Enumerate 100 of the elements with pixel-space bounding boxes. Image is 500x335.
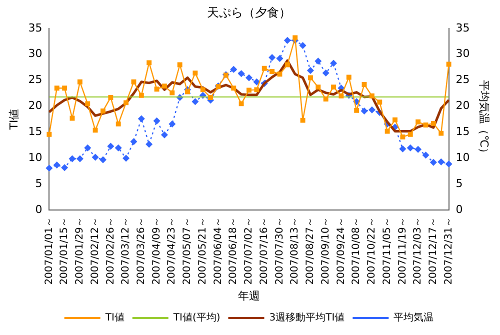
- point: [360, 107, 368, 114]
- point: [276, 55, 284, 62]
- x-tick-label: 2007/10/22～: [366, 217, 378, 285]
- point: [185, 89, 190, 94]
- point: [100, 108, 106, 114]
- point: [192, 70, 198, 76]
- x-tick-label: 2007/08/13～: [290, 217, 301, 285]
- point: [122, 154, 130, 162]
- point: [108, 94, 114, 100]
- point: [107, 142, 114, 150]
- point: [292, 35, 298, 40]
- point: [316, 84, 321, 90]
- y-tick-label: 35: [28, 21, 42, 34]
- point: [323, 96, 328, 102]
- point: [84, 144, 92, 152]
- point: [170, 90, 175, 96]
- point: [369, 93, 374, 98]
- point: [300, 118, 306, 123]
- x-tick-label: 2007/09/24～: [336, 217, 347, 285]
- point: [246, 88, 252, 93]
- y-tick-label: 20: [28, 99, 42, 112]
- point: [422, 152, 430, 159]
- point: [306, 66, 314, 74]
- point: [138, 115, 145, 122]
- y-tick-label: 30: [28, 47, 42, 60]
- point: [406, 144, 414, 152]
- x-tick-label: 2007/07/02～: [244, 217, 255, 285]
- point: [200, 87, 206, 92]
- point: [130, 138, 138, 146]
- point: [46, 132, 52, 137]
- point: [446, 62, 452, 67]
- point: [331, 84, 336, 90]
- point: [77, 79, 82, 84]
- point: [76, 155, 84, 162]
- point: [270, 69, 275, 74]
- x-tick-label: 2007/11/05～: [382, 217, 393, 285]
- point: [277, 72, 282, 77]
- point: [322, 70, 330, 77]
- point: [284, 62, 290, 68]
- x-tick-label: 2007/07/16～: [258, 217, 270, 285]
- x-tick-label: 2007/11/19～: [397, 217, 408, 285]
- legend-label: TI値: [104, 312, 124, 324]
- point: [346, 74, 352, 80]
- point: [416, 119, 421, 124]
- point: [160, 131, 168, 138]
- point: [262, 66, 267, 71]
- y2-tick-label: 0: [456, 203, 463, 216]
- legend-label: 3週移動平均TI値: [269, 312, 345, 324]
- point: [177, 62, 182, 68]
- y2-tick-label: 10: [456, 151, 470, 164]
- point: [438, 130, 444, 136]
- x-tick-label: 2007/03/12～: [120, 217, 132, 285]
- point: [54, 86, 60, 91]
- point: [268, 54, 276, 61]
- point: [162, 84, 167, 89]
- point: [92, 154, 99, 161]
- point: [284, 36, 291, 44]
- point: [231, 86, 236, 91]
- x-tick-label: 2007/02/26～: [105, 217, 116, 285]
- point: [116, 121, 121, 126]
- point: [362, 82, 367, 87]
- x-tick-label: 2007/01/15～: [59, 217, 70, 285]
- point: [114, 144, 122, 152]
- y-axis-title: TI値: [7, 108, 20, 131]
- point: [99, 156, 106, 164]
- y-tick-label: 15: [28, 125, 42, 138]
- point: [414, 146, 422, 153]
- point: [254, 87, 260, 92]
- point: [377, 100, 382, 105]
- point: [246, 74, 252, 82]
- point: [168, 120, 176, 128]
- y-tick-label: 25: [28, 73, 42, 86]
- y2-tick-label: 25: [456, 73, 470, 86]
- point: [124, 100, 129, 106]
- legend-label: 平均気温: [394, 312, 434, 324]
- x-tick-label: 2007/04/09～: [151, 217, 162, 285]
- point: [399, 145, 406, 152]
- point: [253, 78, 260, 86]
- point: [423, 122, 428, 128]
- point: [208, 94, 214, 100]
- x-tick-label: 2007/08/27～: [305, 217, 316, 285]
- x-tick-label: 2007/12/17～: [428, 217, 440, 285]
- point: [61, 164, 68, 172]
- x-tick-label: 2007/05/21～: [197, 217, 208, 285]
- point: [430, 120, 436, 126]
- point: [46, 164, 53, 172]
- legend-label: TI値(平均): [172, 312, 220, 324]
- point: [368, 106, 376, 114]
- point: [392, 117, 398, 122]
- point: [330, 60, 338, 67]
- x-tick-label: 2007/01/29～: [74, 217, 86, 285]
- point: [384, 128, 390, 134]
- point: [445, 160, 452, 168]
- x-axis-title: 年週: [238, 289, 260, 302]
- point: [68, 155, 76, 162]
- point: [430, 158, 437, 166]
- x-tick-label: 2007/10/08～: [351, 217, 362, 285]
- point: [314, 58, 322, 65]
- x-tick-label: 2007/06/18～: [228, 217, 240, 285]
- y-tick-label: 10: [28, 151, 42, 164]
